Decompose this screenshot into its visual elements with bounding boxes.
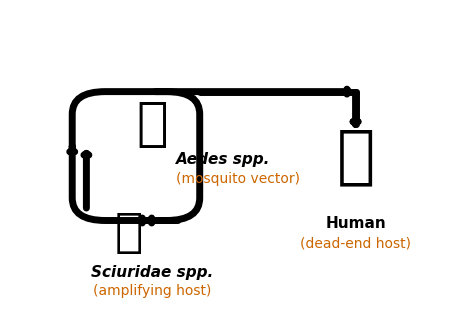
Text: Human: Human bbox=[325, 216, 386, 231]
Text: (mosquito vector): (mosquito vector) bbox=[176, 172, 300, 186]
Text: 🦟: 🦟 bbox=[137, 98, 168, 150]
Text: Sciuridae spp.: Sciuridae spp. bbox=[91, 265, 214, 279]
Text: 👥: 👥 bbox=[336, 125, 375, 187]
Text: Aedes spp.: Aedes spp. bbox=[176, 152, 270, 167]
Text: (dead-end host): (dead-end host) bbox=[300, 236, 411, 250]
Text: (amplifying host): (amplifying host) bbox=[93, 284, 212, 298]
Text: 🐿: 🐿 bbox=[114, 211, 143, 256]
